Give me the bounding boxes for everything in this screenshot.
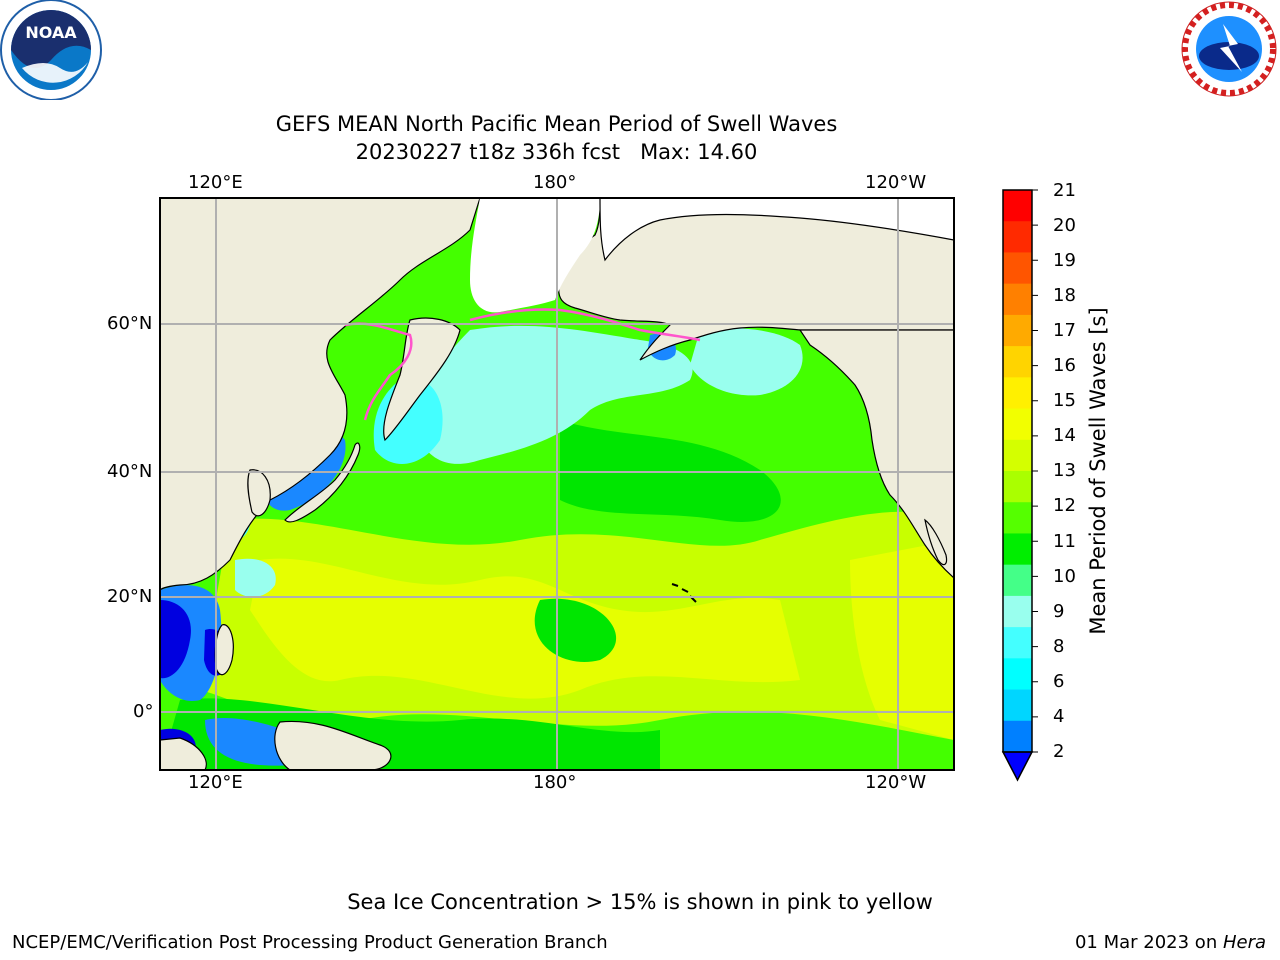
sea-ice-edge [344,308,701,421]
east-tropical-yellow [850,540,954,740]
colorbar-segment [1003,502,1032,534]
south-china-sea-navy [160,600,191,679]
lat-label-60n: 60°N [107,313,153,334]
colorbar-tick: 6 [1053,671,1065,692]
colorbar-segment [1003,658,1032,691]
colorbar-tick: 13 [1053,460,1076,481]
land-baja [924,518,948,566]
colorbar-extend-triangle [1001,751,1034,782]
colorbar-segment [1003,408,1032,441]
colorbar-segment [1003,190,1032,222]
colorbar-tick: 17 [1053,320,1076,341]
lon-label-top-180: 180° [533,172,577,193]
gulf-alaska-cyan [690,328,803,396]
map-frame [159,197,955,771]
land-new-guinea [274,720,392,770]
colorbar-segment [1003,689,1032,722]
colorbar-tick: 16 [1053,355,1076,376]
subtropical-core [250,558,800,699]
colorbar-segment [1003,439,1032,472]
colorbar-tick: 11 [1053,531,1076,552]
noaa-logo: NOAA [0,0,102,100]
colorbar-tick: 12 [1053,495,1076,516]
colorbar-segment [1003,221,1032,253]
land-kamchatka [383,317,461,442]
land-japan [284,442,361,523]
colorbar-tick: 9 [1053,601,1065,622]
bering-swell-cyan [417,325,693,464]
lat-label-40n: 40°N [107,461,153,482]
colorbar-tick: 15 [1053,390,1076,411]
lon-label-bottom-180: 180° [533,772,577,793]
lon-label-bottom-120w: 120°W [865,772,927,793]
land-asia [160,198,481,591]
footer-branch: NCEP/EMC/Verification Post Processing Pr… [12,932,608,953]
colorbar-segment [1003,252,1032,285]
arctic-ice-north [599,198,954,262]
colorbar-tick: 14 [1053,425,1076,446]
east-china-cyan [235,558,276,597]
footer-machine: Hera [1222,932,1266,953]
colorbar-segment [1003,533,1032,566]
chart-title: GEFS MEAN North Pacific Mean Period of S… [275,112,838,136]
noaa-logo-text: NOAA [25,23,77,42]
colorbar-segment [1003,283,1032,316]
colorbar-tick: 2 [1053,741,1065,762]
sea-ice-note: Sea Ice Concentration > 15% is shown in … [347,890,933,914]
colorbar-tick: 4 [1053,706,1065,727]
colorbar-tick: 10 [1053,566,1076,587]
colorbar-tick: 18 [1053,285,1076,306]
footer-date: 01 Mar 2023 on Hera [1075,932,1266,953]
colorbar-segment [1003,564,1032,597]
colorbar-segment [1003,346,1032,378]
colorbar-tick: 8 [1053,636,1065,657]
colorbar-segment [1003,627,1032,659]
colorbar-tick: 21 [1053,180,1076,201]
central-dark-green [534,598,617,662]
footer-date-text: 01 Mar 2023 on [1074,932,1223,953]
land-korea [247,469,271,517]
colorbar-segment [1003,595,1032,628]
colorbar-tick: 19 [1053,250,1076,271]
colorbar-label: Mean Period of Swell Waves [s] [1086,307,1110,635]
lon-label-top-120e: 120°E [188,172,243,193]
lat-label-20n: 20°N [107,586,153,607]
lon-label-bottom-120e: 120°E [188,772,243,793]
colorbar-tick: 20 [1053,215,1076,236]
chart-subtitle: 20230227 t18z 336h fcst Max: 14.60 [355,140,758,164]
midlat-dark-green [560,420,781,522]
lat-label-0: 0° [133,701,154,722]
colorbar-segment [1003,720,1032,753]
colorbar-segment [1003,471,1032,503]
colorbar-segment [1003,377,1032,410]
colorbar-segment [1003,314,1032,347]
lon-label-top-120w: 120°W [865,172,927,193]
nws-logo [1181,1,1277,97]
arctic-sea-ice [470,198,600,313]
